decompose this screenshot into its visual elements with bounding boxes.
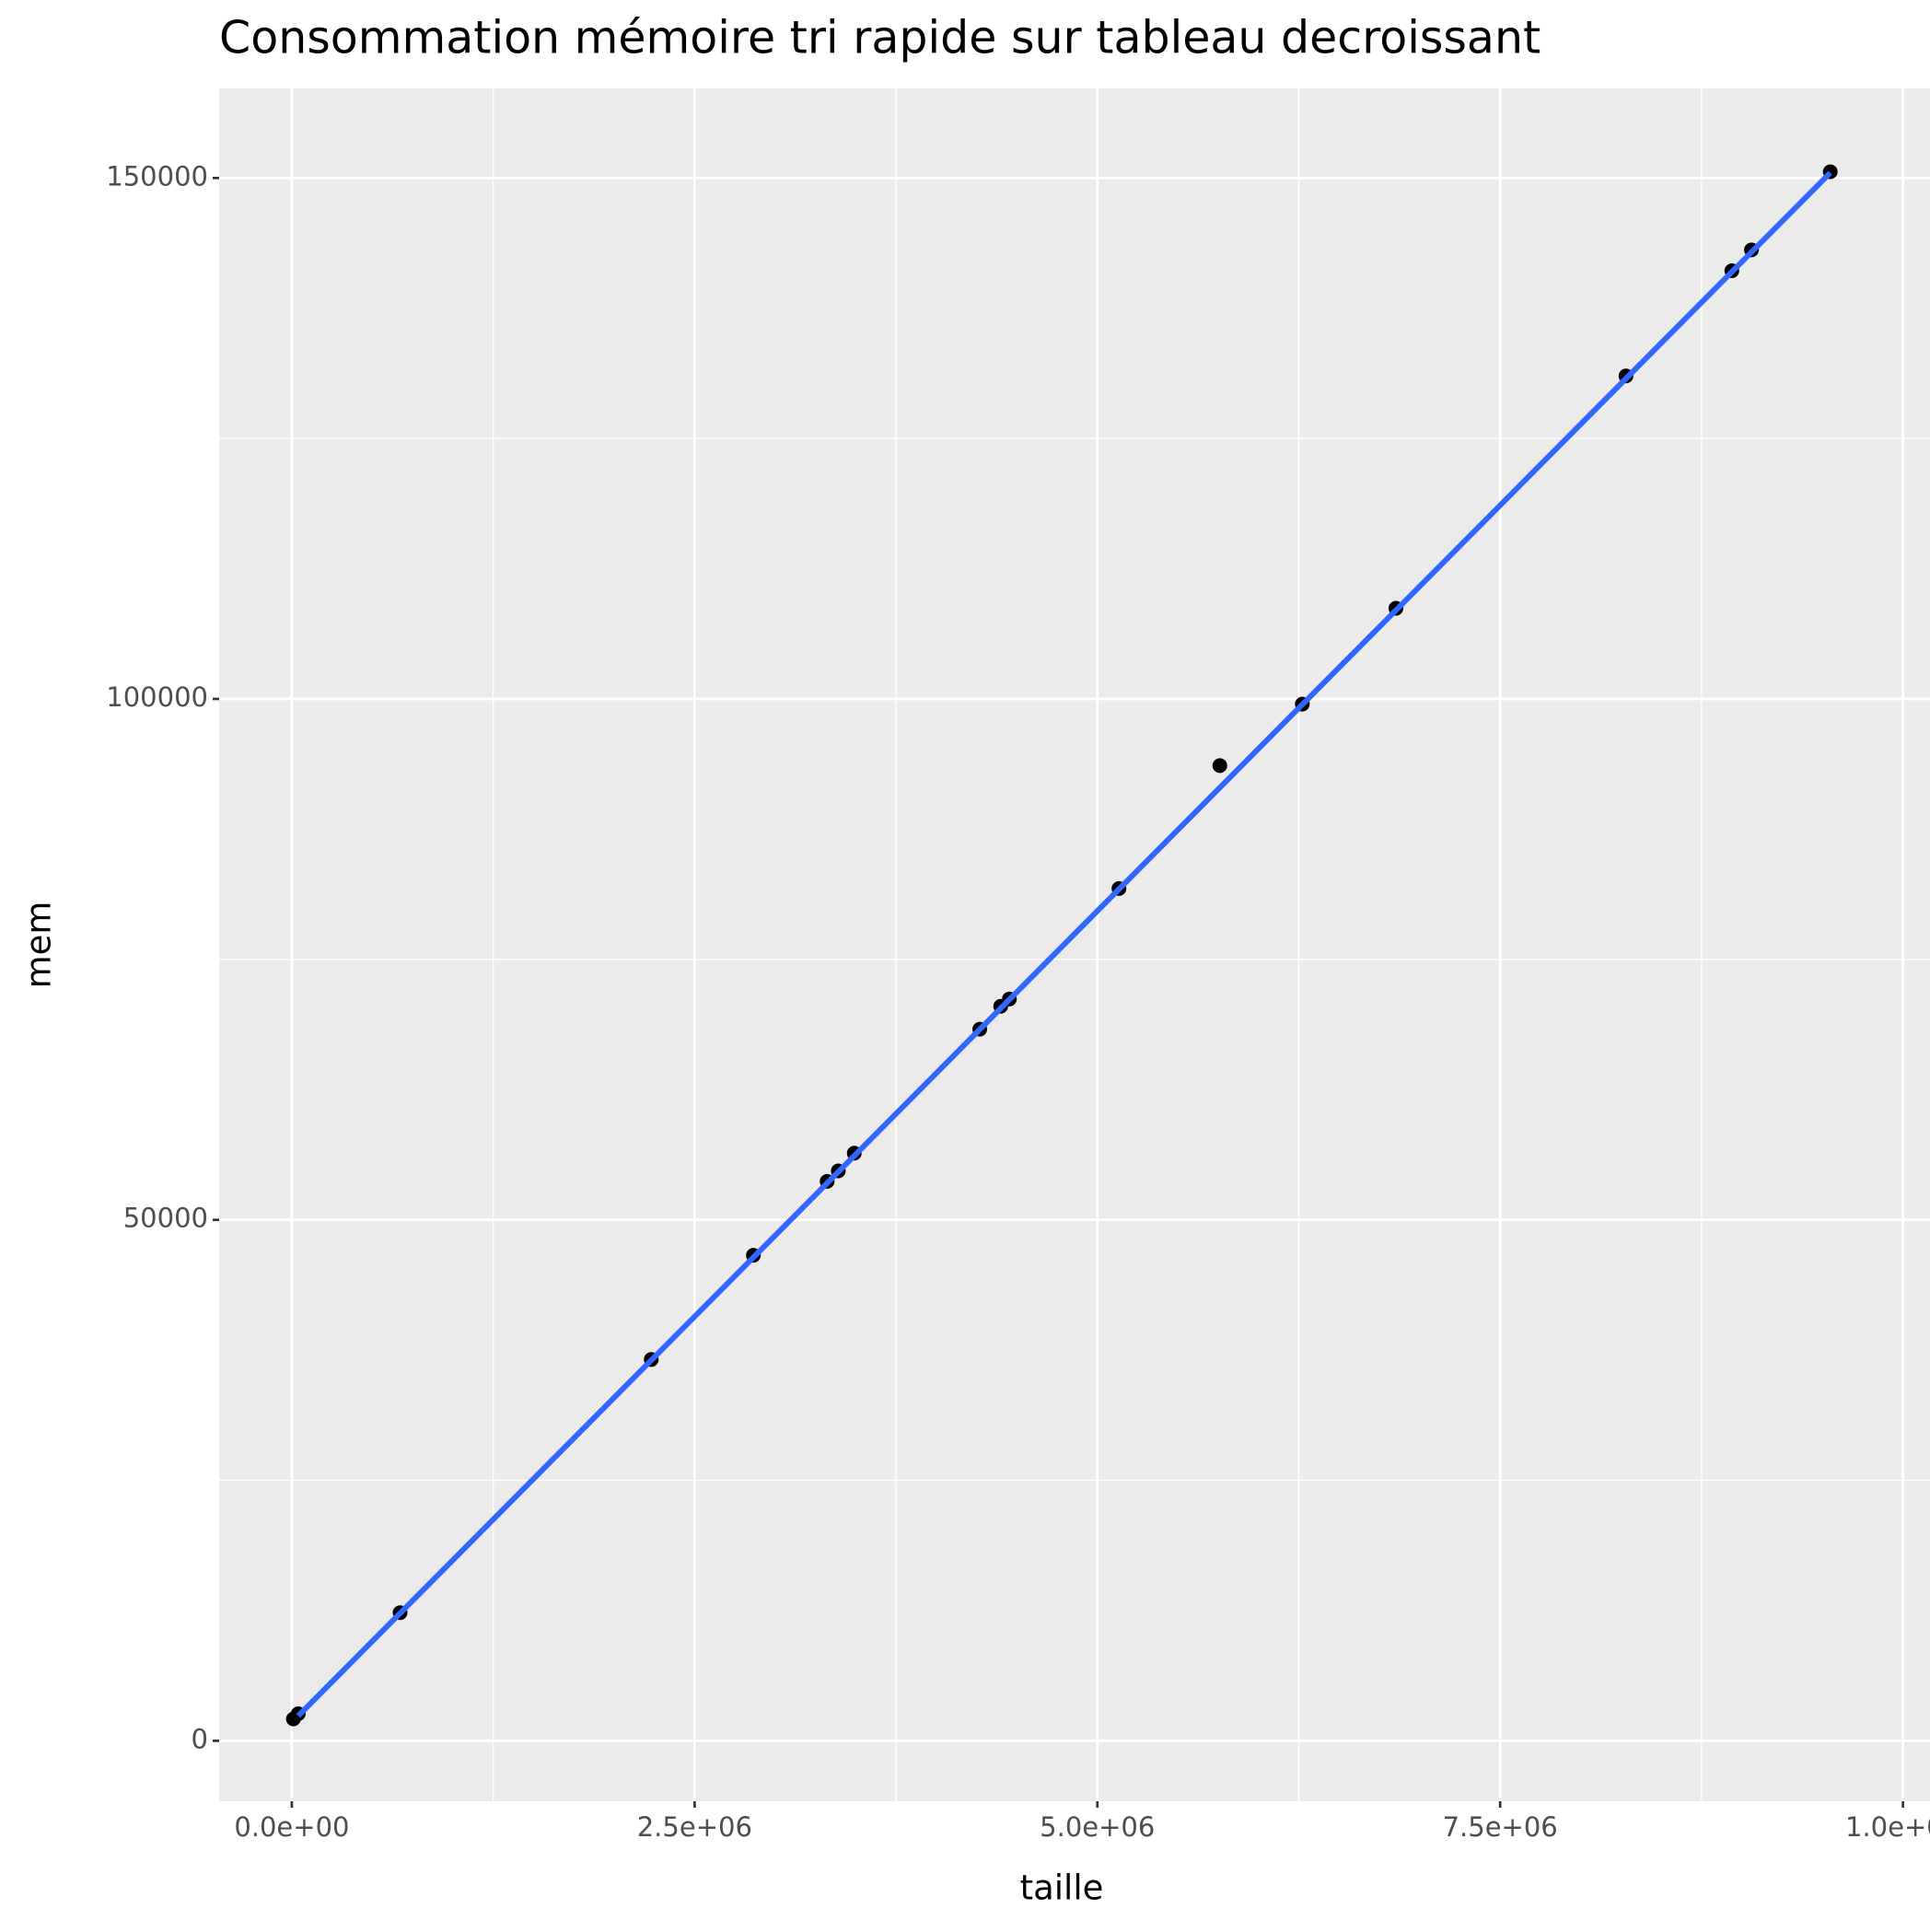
- panel: [219, 88, 1930, 1801]
- y-axis-title: mem: [19, 902, 59, 989]
- y-tick-label: 150000: [106, 160, 208, 192]
- x-tick-label: 0.0e+00: [234, 1811, 349, 1843]
- point: [1212, 758, 1227, 774]
- y-tick-label: 0: [192, 1723, 208, 1754]
- chart-title: Consommation mémoire tri rapide sur tabl…: [219, 12, 1541, 64]
- x-tick-label: 2.5e+06: [637, 1811, 752, 1843]
- x-tick-label: 7.5e+06: [1443, 1811, 1558, 1843]
- x-tick-label: 1.0e+07: [1845, 1811, 1930, 1843]
- x-axis-title: taille: [1020, 1868, 1104, 1908]
- y-tick-label: 50000: [123, 1203, 208, 1234]
- x-tick-label: 5.0e+06: [1040, 1811, 1155, 1843]
- fit-line: [296, 170, 1832, 1718]
- y-tick-label: 100000: [106, 681, 208, 713]
